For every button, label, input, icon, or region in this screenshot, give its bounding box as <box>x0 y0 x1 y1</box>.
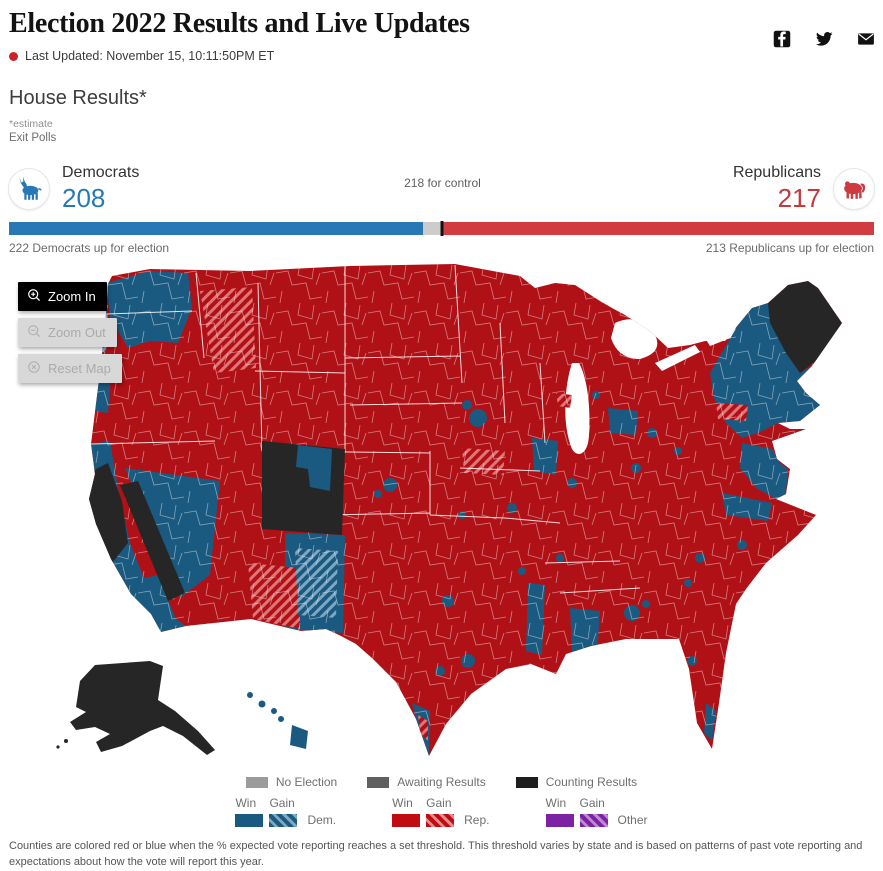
social-share-bar <box>773 30 875 48</box>
house-map-container: Zoom In Zoom Out Reset Map <box>0 263 883 773</box>
dem-bar-segment <box>9 222 423 235</box>
reset-map-icon <box>26 359 42 378</box>
zoom-in-label: Zoom In <box>48 289 96 304</box>
rep-up-for-election: 213 Republicans up for election <box>705 241 874 255</box>
zoom-out-button[interactable]: Zoom Out <box>18 318 117 347</box>
other-win-header: Win <box>545 796 567 810</box>
last-updated-text: Last Updated: November 15, 10:11:50PM ET <box>25 49 275 63</box>
zoom-in-button[interactable]: Zoom In <box>18 282 107 311</box>
awaiting-results-label: Awaiting Results <box>397 775 486 789</box>
legend-rep-group: Win Gain Rep. <box>392 796 490 827</box>
alaska-region <box>56 661 215 755</box>
control-threshold-label: 218 for control <box>404 176 481 190</box>
party-totals-row: Democrats 208 <box>0 164 883 214</box>
balance-bar <box>9 221 875 236</box>
democrats-seat-count: 208 <box>62 183 106 213</box>
legend-other-group: Win Gain Other <box>545 796 648 827</box>
legend-counting-results: Counting Results <box>515 775 638 789</box>
dem-win-header: Win <box>235 796 257 810</box>
other-win-swatch <box>545 813 574 827</box>
map-legend: No Election Awaiting Results Counting Re… <box>0 775 883 827</box>
no-election-swatch <box>245 776 268 788</box>
republicans-seat-count: 217 <box>777 183 821 213</box>
reset-map-button[interactable]: Reset Map <box>18 354 122 383</box>
legend-awaiting-results: Awaiting Results <box>367 775 486 789</box>
exit-polls-link[interactable]: Exit Polls <box>9 132 57 144</box>
counting-results-swatch <box>515 776 538 788</box>
last-updated-row: Last Updated: November 15, 10:11:50PM ET <box>9 49 874 63</box>
other-gain-header: Gain <box>579 796 605 810</box>
other-gain-swatch <box>579 813 608 827</box>
estimate-note: *estimate <box>9 118 53 130</box>
utah-blue-district <box>296 445 332 491</box>
house-results-section: House Results* *estimate Exit Polls <box>0 63 883 144</box>
balance-of-power: Democrats 208 <box>0 144 883 255</box>
legend-no-election: No Election <box>245 775 338 789</box>
dem-up-for-election: 222 Democrats up for election <box>9 241 170 255</box>
live-indicator-dot <box>9 51 18 61</box>
dem-win-swatch <box>235 813 264 827</box>
democrat-donkey-icon <box>8 168 50 210</box>
reset-map-label: Reset Map <box>48 361 111 376</box>
rep-gain-swatch <box>426 813 455 827</box>
dem-legend-label: Dem. <box>307 813 337 827</box>
republicans-label: Republicans <box>732 164 821 181</box>
dem-gain-header: Gain <box>269 796 295 810</box>
legend-dem-group: Win Gain Dem. <box>235 796 336 827</box>
rep-win-header: Win <box>392 796 413 810</box>
twitter-icon[interactable] <box>815 30 833 48</box>
up-for-election-row: 222 Democrats up for election 213 Republ… <box>0 235 883 255</box>
uncalled-bar-segment <box>422 222 443 235</box>
zoom-out-label: Zoom Out <box>48 325 106 340</box>
legend-party-row: Win Gain Dem. Win Gain Rep. <box>0 796 883 827</box>
email-icon[interactable] <box>857 30 875 48</box>
counting-results-label: Counting Results <box>545 775 638 789</box>
map-controls: Zoom In Zoom Out Reset Map <box>18 282 122 383</box>
democrats-total: Democrats 208 <box>8 164 139 214</box>
rep-gain-header: Gain <box>426 796 452 810</box>
republican-elephant-icon <box>833 168 875 210</box>
other-legend-label: Other <box>617 813 648 827</box>
zoom-in-icon <box>26 287 42 306</box>
democrats-label: Democrats <box>62 164 140 181</box>
section-title: House Results* <box>9 87 147 109</box>
page-title: Election 2022 Results and Live Updates <box>9 8 470 39</box>
rep-bar-segment <box>442 222 875 235</box>
page-header: Election 2022 Results and Live Updates L… <box>0 0 883 63</box>
us-house-districts-map[interactable] <box>0 263 883 773</box>
awaiting-results-swatch <box>367 776 390 788</box>
rep-legend-label: Rep. <box>464 813 490 827</box>
no-election-label: No Election <box>275 775 338 789</box>
legend-status-row: No Election Awaiting Results Counting Re… <box>0 775 883 789</box>
zoom-out-icon <box>26 323 42 342</box>
majority-threshold-marker <box>440 221 444 236</box>
methodology-note: Counties are colored red or blue when th… <box>9 840 863 868</box>
hawaii-region <box>247 692 308 749</box>
republicans-total: Republicans 217 <box>733 164 875 214</box>
facebook-icon[interactable] <box>773 30 791 48</box>
rep-win-swatch <box>392 813 421 827</box>
dem-gain-swatch <box>269 813 298 827</box>
